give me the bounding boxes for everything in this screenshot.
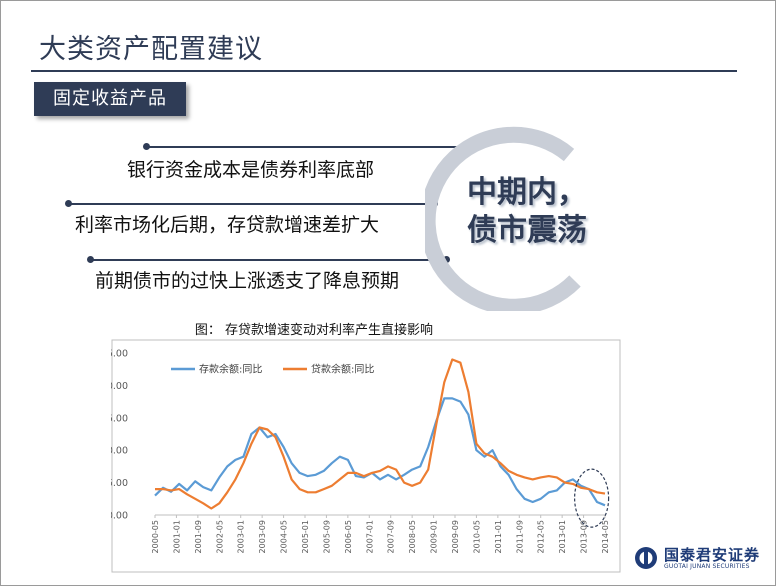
series-line-1 bbox=[154, 397, 606, 507]
chart-caption: 图： 存贷款增速变动对利率产生直接影响 bbox=[194, 323, 434, 338]
bullet-dot-1 bbox=[143, 143, 150, 150]
x-tick-label: 2009-01 bbox=[430, 520, 439, 553]
x-tick-label: 2012-05 bbox=[537, 520, 546, 553]
point-1: 银行资金成本是债券利率底部 bbox=[127, 159, 375, 181]
x-tick-label: 2013-09 bbox=[580, 520, 589, 553]
y-tick-label: 25.00 bbox=[111, 413, 128, 424]
logo-mark-icon bbox=[635, 547, 657, 569]
y-tick-label: 10.00 bbox=[111, 511, 128, 522]
x-tick-label: 2011-09 bbox=[515, 520, 524, 553]
x-tick-label: 2008-05 bbox=[408, 520, 417, 553]
point-3: 前期债市的过快上涨透支了降息预期 bbox=[95, 270, 400, 292]
logo-name-cn: 国泰君安证券 bbox=[664, 546, 761, 564]
y-tick-label: 35.00 bbox=[111, 349, 128, 360]
legend-label-1: 存款余额:同比 bbox=[199, 363, 262, 376]
x-tick-label: 2007-01 bbox=[365, 520, 374, 553]
x-tick-label: 2010-05 bbox=[472, 520, 481, 553]
highlight-line-2: 债市震荡 bbox=[467, 213, 587, 248]
y-tick-label: 20.00 bbox=[111, 446, 128, 457]
y-tick-label: 30.00 bbox=[111, 381, 128, 392]
highlight-ellipse bbox=[574, 468, 610, 528]
x-tick-label: 2002-05 bbox=[215, 520, 224, 553]
chart-frame bbox=[111, 339, 621, 573]
highlight-text: 中期内， 债市震荡 bbox=[467, 174, 617, 250]
x-tick-label: 2001-01 bbox=[172, 520, 181, 553]
line-chart: 10.00 15.00 20.00 25.00 30.00 35.00 2000-05 200… bbox=[111, 339, 621, 573]
highlight-line-1: 中期内， bbox=[467, 175, 587, 210]
x-tick-label: 2005-01 bbox=[301, 520, 310, 553]
x-tick-label: 2003-09 bbox=[258, 520, 267, 553]
x-tick-label: 2009-09 bbox=[451, 520, 460, 553]
legend-label-2: 贷款余额:同比 bbox=[311, 363, 374, 376]
x-tick-label: 2011-01 bbox=[494, 520, 503, 553]
bullet-line-1 bbox=[149, 146, 465, 148]
x-tick-label: 2003-01 bbox=[237, 520, 246, 553]
bullet-line-3 bbox=[93, 259, 447, 261]
x-tick-label: 2006-05 bbox=[344, 520, 353, 553]
section-label: 固定收益产品 bbox=[34, 82, 186, 116]
x-tick-label: 2000-05 bbox=[151, 520, 160, 553]
point-2: 利率市场化后期，存贷款增速差扩大 bbox=[75, 214, 380, 236]
logo-name-en: GUOTAI JUNAN SECURITIES bbox=[664, 563, 750, 570]
series-line-2 bbox=[155, 358, 606, 510]
x-tick-label: 2005-09 bbox=[322, 520, 331, 553]
x-tick-label: 2004-05 bbox=[280, 520, 289, 553]
bullet-dot-2 bbox=[65, 200, 72, 207]
decorative-arc bbox=[425, 126, 581, 311]
bullet-dot-3b bbox=[443, 256, 450, 263]
x-tick-label: 2013-01 bbox=[558, 520, 567, 553]
bullet-dot-3 bbox=[87, 256, 94, 263]
x-tick-label: 2001-09 bbox=[194, 520, 203, 553]
x-tick-label: 2007-09 bbox=[387, 520, 396, 553]
y-tick-label: 15.00 bbox=[111, 478, 128, 489]
slide-title: 大类资产配置建议 bbox=[39, 34, 263, 65]
title-divider bbox=[31, 70, 737, 72]
x-tick-label: 2014-05 bbox=[601, 520, 610, 553]
bullet-line-2 bbox=[71, 203, 435, 205]
company-logo: 国泰君安证券 GUOTAI JUNAN SECURITIES bbox=[634, 544, 766, 574]
